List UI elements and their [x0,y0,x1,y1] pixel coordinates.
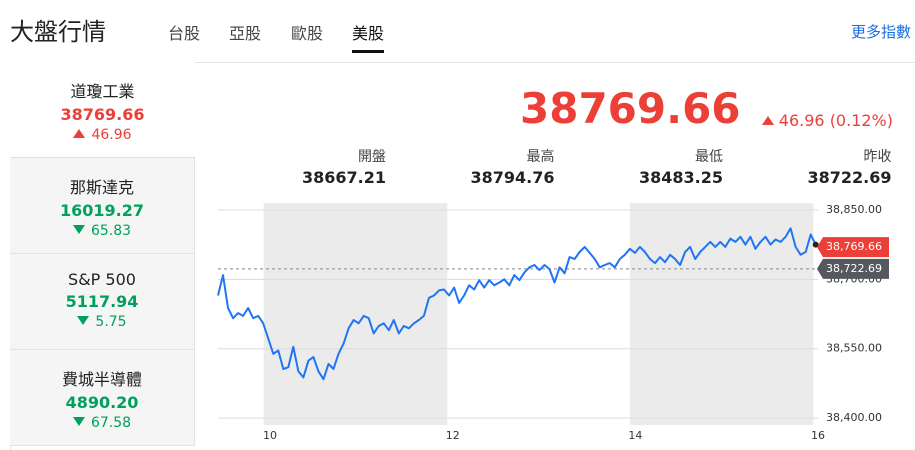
direction-icon [77,316,90,325]
stat-label: 最高 [526,149,555,165]
index-change: 65.83 [10,223,194,239]
tab[interactable]: 歐股 [291,24,324,43]
y-tick-label: 38,550.00 [826,342,882,355]
x-tick-label: 12 [446,429,460,442]
page-title: 大盤行情 [10,18,106,46]
y-tick-label: 38,850.00 [826,203,882,216]
last-tag-box [817,237,889,258]
index-change: 67.58 [10,415,194,431]
stat-value: 38483.25 [638,168,723,187]
index-name: 費城半導體 [61,370,142,389]
change-value: 46.96 [91,127,132,143]
price: 38769.66 [520,84,741,133]
stat-label: 最低 [695,149,723,165]
index-card[interactable]: 道瓊工業 38769.66 46.96 [10,62,195,158]
index-price: 5117.94 [65,292,139,311]
index-change: 5.75 [10,314,194,330]
index-name: S&P 500 [68,270,136,289]
reference-tag-text: 38,722.69 [826,262,882,275]
x-tick-label: 16 [811,429,825,442]
x-tick-label: 10 [263,429,277,442]
stat: 最低 38483.25 [573,146,723,187]
tab[interactable]: 亞股 [229,24,262,43]
reference-tag-box [817,258,889,279]
change-text: 46.96 (0.12%) [778,111,893,130]
direction-icon [72,225,85,234]
session-band [263,203,448,425]
sidebar: 道瓊工業 38769.66 46.96 那斯達克 16019.27 65.83 S&P 50… [10,62,195,446]
change: 46.96 (0.12%) [761,111,893,130]
stat-value: 38794.76 [470,168,555,187]
index-price: 4890.20 [65,393,139,412]
change-value: 65.83 [90,223,132,239]
index-change: 46.96 [10,127,195,143]
index-name: 那斯達克 [69,178,134,197]
index-price: 38769.66 [60,105,145,124]
last-tag-text: 38,769.66 [826,240,882,253]
change-value: 67.58 [90,415,132,431]
index-card[interactable]: 那斯達克 16019.27 65.83 [10,158,195,254]
x-tick-label: 14 [628,429,642,442]
last-point [812,241,819,248]
y-tick-label: 38,400.00 [826,411,882,424]
index-name: 道瓊工業 [70,82,135,101]
more-link[interactable]: 更多指數 [850,23,911,41]
index-card[interactable]: S&P 500 5117.94 5.75 [10,254,195,350]
price-line [217,227,817,381]
stat-label: 昨收 [863,149,892,165]
stat-value: 38667.21 [301,168,386,187]
change-value: 5.75 [95,314,127,330]
index-price: 16019.27 [59,201,144,220]
stat: 開盤 38667.21 [236,146,386,187]
tab[interactable]: 台股 [168,24,201,43]
stat: 昨收 38722.69 [742,146,892,187]
index-card[interactable]: 費城半導體 4890.20 67.58 [10,350,195,446]
stat-label: 開盤 [358,149,386,165]
stat: 最高 38794.76 [405,146,555,187]
direction-icon [72,417,85,426]
direction-icon [73,129,86,138]
stat-value: 38722.69 [807,168,892,187]
tab-selected[interactable]: 美股 [352,20,385,53]
